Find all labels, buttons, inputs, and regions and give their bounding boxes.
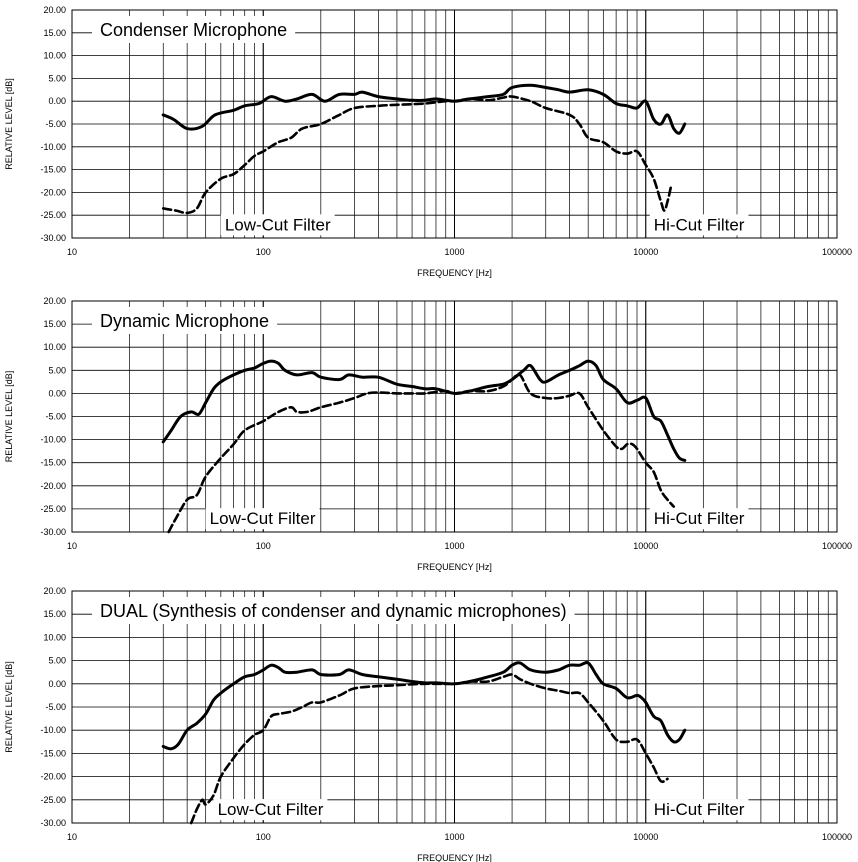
y-tick-label: -20.00 <box>40 772 66 782</box>
annotation-background <box>649 799 749 821</box>
x-axis-label: FREQUENCY [Hz] <box>417 853 492 862</box>
x-tick-label: 100 <box>256 832 271 842</box>
y-tick-label: 10.00 <box>43 51 66 61</box>
x-tick-label: 10000 <box>633 541 658 551</box>
annotation-background <box>649 214 749 236</box>
y-tick-label: -25.00 <box>40 210 66 220</box>
y-tick-label: 0.00 <box>48 388 66 398</box>
x-tick-label: 100000 <box>822 832 852 842</box>
x-tick-label: 1000 <box>444 832 464 842</box>
x-tick-label: 10 <box>67 541 77 551</box>
y-tick-label: 15.00 <box>43 609 66 619</box>
y-tick-label: 0.00 <box>48 96 66 106</box>
annotation-label: Low-Cut Filter <box>210 509 316 528</box>
x-axis-label: FREQUENCY [Hz] <box>417 562 492 572</box>
annotation-label: Low-Cut Filter <box>218 800 324 819</box>
y-tick-label: 5.00 <box>48 365 66 375</box>
series-line-solid <box>161 83 687 135</box>
annotation-label: Hi-Cut Filter <box>654 800 745 819</box>
x-tick-label: 10000 <box>633 832 658 842</box>
plot-frame <box>71 9 838 239</box>
x-tick-label: 100 <box>256 247 271 257</box>
y-tick-label: -5.00 <box>45 702 66 712</box>
plot-title-background <box>92 597 575 624</box>
y-tick-label: -25.00 <box>40 795 66 805</box>
x-tick-label: 10000 <box>633 247 658 257</box>
annotation-background <box>649 508 749 530</box>
y-tick-label: 5.00 <box>48 656 66 666</box>
series-line-solid <box>161 661 687 751</box>
y-tick-label: -5.00 <box>45 412 66 422</box>
x-tick-label: 1000 <box>444 247 464 257</box>
y-tick-label: -30.00 <box>40 527 66 537</box>
annotation-background <box>213 799 328 821</box>
y-tick-label: -5.00 <box>45 119 66 129</box>
annotation-background <box>205 508 320 530</box>
x-tick-label: 1000 <box>444 541 464 551</box>
annotation-background <box>220 214 335 236</box>
plot-frame <box>71 300 838 533</box>
series-line-dashed <box>189 673 669 825</box>
y-tick-label: 0.00 <box>48 679 66 689</box>
y-tick-label: 10.00 <box>43 632 66 642</box>
plot-title: Dynamic Microphone <box>100 311 269 331</box>
series-line-dashed <box>161 95 672 215</box>
y-tick-label: -20.00 <box>40 481 66 491</box>
chart-3: 20.00 15.00 10.00 5.00 0.00 -5.00 -10.00 -15.00… <box>4 586 852 862</box>
x-tick-label: 100000 <box>822 541 852 551</box>
y-tick-label: 5.00 <box>48 73 66 83</box>
plot-title: Condenser Microphone <box>100 20 287 40</box>
y-tick-label: 10.00 <box>43 342 66 352</box>
y-tick-label: 20.00 <box>43 5 66 15</box>
y-axis-label: RELATIVE LEVEL [dB] <box>4 371 14 463</box>
y-tick-label: -30.00 <box>40 233 66 243</box>
y-tick-label: -10.00 <box>40 142 66 152</box>
y-tick-label: -30.00 <box>40 818 66 828</box>
y-tick-label: -20.00 <box>40 187 66 197</box>
x-tick-label: 100000 <box>822 247 852 257</box>
x-tick-label: 100 <box>256 541 271 551</box>
plot-title-background <box>92 307 278 334</box>
y-axis-label: RELATIVE LEVEL [dB] <box>4 661 14 753</box>
y-tick-label: -15.00 <box>40 748 66 758</box>
y-axis-label: RELATIVE LEVEL [dB] <box>4 78 14 170</box>
y-tick-label: -10.00 <box>40 725 66 735</box>
y-tick-label: -15.00 <box>40 165 66 175</box>
x-tick-label: 10 <box>67 247 77 257</box>
x-axis-label: FREQUENCY [Hz] <box>417 268 492 278</box>
annotation-label: Hi-Cut Filter <box>654 215 745 234</box>
y-tick-label: -10.00 <box>40 435 66 445</box>
y-tick-label: 20.00 <box>43 296 66 306</box>
x-tick-label: 10 <box>67 832 77 842</box>
y-tick-label: -25.00 <box>40 504 66 514</box>
series-line-solid <box>161 359 687 462</box>
plot-title: DUAL (Synthesis of condenser and dynamic… <box>100 601 567 621</box>
plot-frame <box>71 590 838 824</box>
y-tick-label: 20.00 <box>43 586 66 596</box>
plot-title-background <box>92 16 296 43</box>
y-tick-label: 15.00 <box>43 28 66 38</box>
y-tick-label: -15.00 <box>40 458 66 468</box>
chart-1: 20.00 15.00 10.00 5.00 0.00 -5.00 -10.00 -15.00… <box>4 5 852 278</box>
series-line-dashed <box>167 373 675 534</box>
annotation-label: Hi-Cut Filter <box>654 509 745 528</box>
y-tick-label: 15.00 <box>43 319 66 329</box>
annotation-label: Low-Cut Filter <box>225 215 331 234</box>
chart-2: 20.00 15.00 10.00 5.00 0.00 -5.00 -10.00 -15.00… <box>4 296 852 572</box>
